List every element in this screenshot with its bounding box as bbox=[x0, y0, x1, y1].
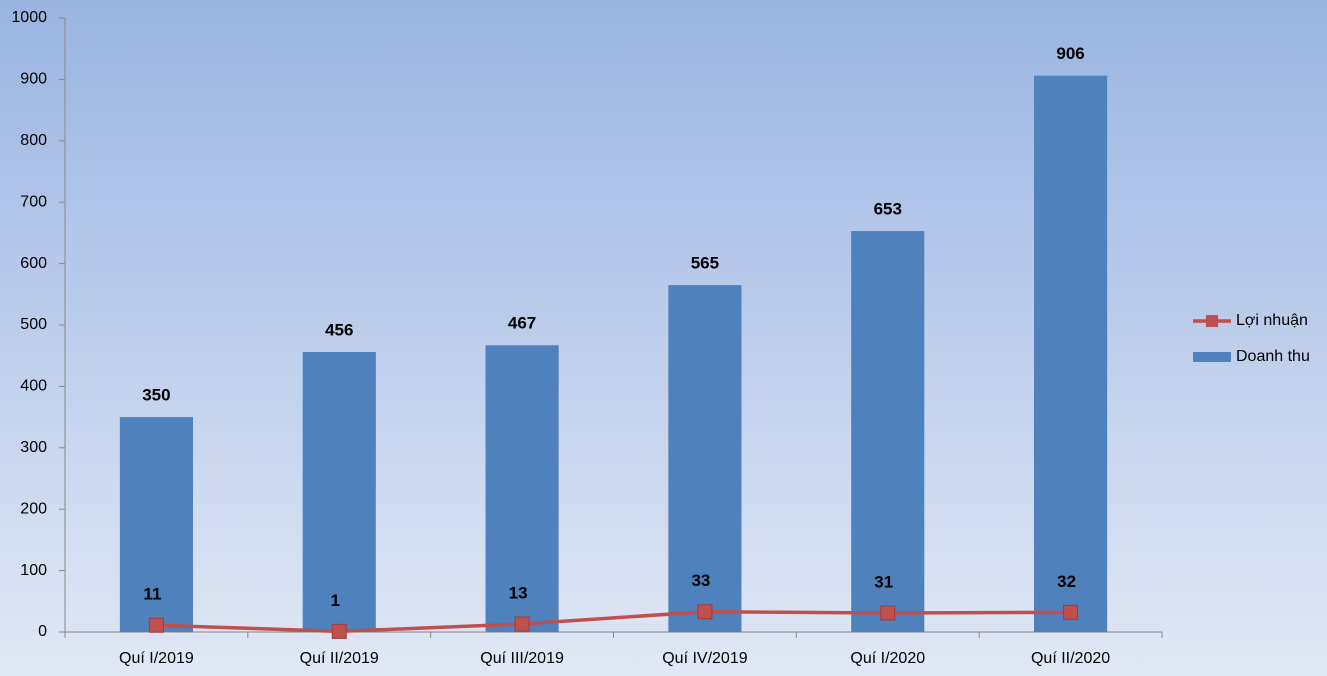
y-tick-label: 100 bbox=[20, 562, 47, 579]
y-tick-label: 300 bbox=[20, 439, 47, 456]
data-label: 906 bbox=[1056, 44, 1084, 63]
data-label: 350 bbox=[142, 386, 170, 405]
line bbox=[156, 609, 1071, 634]
bar bbox=[668, 285, 742, 632]
bar bbox=[302, 352, 376, 632]
x-tick-label: Quí IV/2019 bbox=[662, 650, 747, 667]
data-label: 11 bbox=[143, 585, 161, 604]
marker bbox=[697, 604, 713, 620]
y-tick-label: 0 bbox=[38, 623, 47, 640]
marker bbox=[331, 623, 347, 639]
x-tick-label: Quí II/2020 bbox=[1031, 650, 1110, 667]
x-tick-label: Quí I/2019 bbox=[119, 650, 194, 667]
data-label: 13 bbox=[509, 584, 528, 603]
y-tick-label: 200 bbox=[20, 500, 47, 517]
y-tick-label: 800 bbox=[20, 132, 47, 149]
data-label: 653 bbox=[874, 200, 902, 219]
data-label: 456 bbox=[325, 321, 353, 340]
x-tick-label: Quí II/2019 bbox=[300, 650, 379, 667]
y-tick-label: 700 bbox=[20, 193, 47, 210]
marker bbox=[880, 605, 896, 621]
legend-label: Lợi nhuận bbox=[1236, 312, 1308, 329]
y-tick-label: 400 bbox=[20, 378, 47, 395]
bar bbox=[485, 345, 559, 632]
bar bbox=[851, 231, 925, 633]
marker bbox=[148, 617, 164, 633]
x-tick-label: Quí III/2019 bbox=[480, 650, 564, 667]
data-label: 565 bbox=[691, 254, 719, 273]
legend-label: Doanh thu bbox=[1236, 348, 1310, 365]
data-label: 1 bbox=[331, 591, 340, 610]
x-tick-label: Quí I/2020 bbox=[850, 650, 925, 667]
data-label: 32 bbox=[1057, 572, 1076, 591]
data-label: 467 bbox=[508, 314, 536, 333]
marker bbox=[514, 616, 530, 632]
data-label: 31 bbox=[874, 572, 893, 591]
y-tick-label: 900 bbox=[20, 71, 47, 88]
legend-marker bbox=[1206, 315, 1218, 327]
bar bbox=[1034, 75, 1108, 632]
bar bbox=[119, 417, 193, 632]
legend-swatch bbox=[1193, 352, 1231, 362]
y-tick-label: 1000 bbox=[11, 9, 47, 26]
marker bbox=[1063, 604, 1079, 620]
y-tick-label: 600 bbox=[20, 255, 47, 272]
y-tick-label: 500 bbox=[20, 316, 47, 333]
data-label: 33 bbox=[691, 571, 710, 590]
